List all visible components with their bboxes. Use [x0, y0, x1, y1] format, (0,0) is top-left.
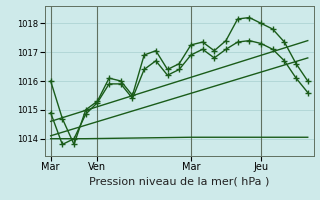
X-axis label: Pression niveau de la mer( hPa ): Pression niveau de la mer( hPa )	[89, 176, 269, 186]
